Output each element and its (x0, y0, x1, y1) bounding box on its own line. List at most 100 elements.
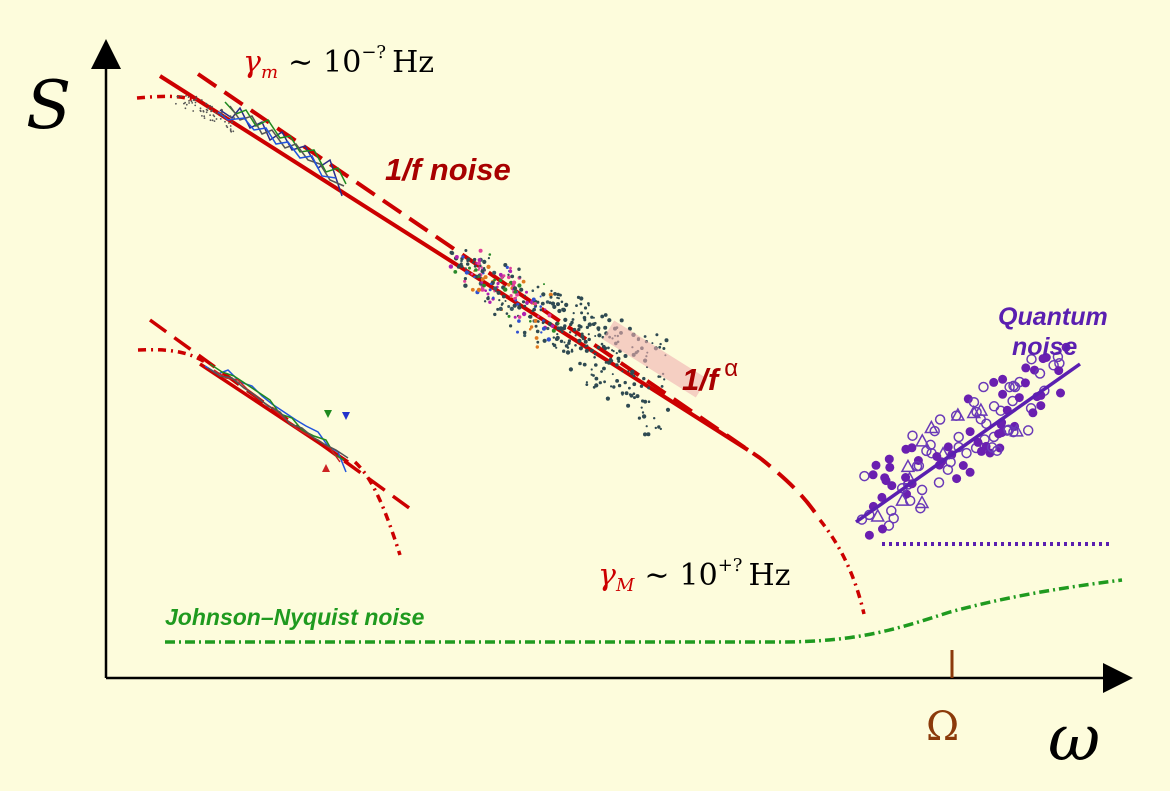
scatter-point (633, 396, 636, 400)
scatter-point (484, 289, 488, 293)
quantum-scatter-point (963, 394, 973, 404)
scatter-point (574, 334, 577, 337)
scatter-point (659, 342, 662, 346)
scatter-point (546, 337, 551, 342)
scatter-point (209, 114, 212, 116)
scatter-point (199, 110, 202, 113)
scatter-point (523, 333, 527, 338)
scatter-point (496, 281, 500, 286)
johnson-nyquist-curve (165, 578, 1123, 644)
scatter-point (184, 101, 187, 104)
scatter-point (185, 95, 187, 97)
scatter-point (473, 275, 476, 279)
scatter-point (226, 126, 229, 129)
scatter-point (534, 336, 539, 340)
omega-tick-label: Ω (926, 704, 959, 750)
scatter-point (550, 301, 556, 306)
scatter-point (187, 96, 190, 98)
scatter-point (192, 99, 195, 101)
scatter-point (533, 302, 537, 306)
scatter-point (177, 96, 180, 98)
scatter-point (663, 378, 666, 381)
scatter-point (556, 333, 559, 336)
scatter-point (481, 279, 484, 282)
scatter-point (529, 320, 532, 323)
scatter-point (552, 304, 557, 309)
gamma-m-exp: −? (361, 42, 386, 63)
one-over-f-noise-label: 1/f noise (385, 152, 511, 187)
quantum-scatter-point (1022, 425, 1034, 436)
scatter-point (509, 266, 512, 270)
scatter-point (509, 294, 513, 298)
quantum-scatter-point (933, 477, 945, 488)
scatter-point (623, 380, 627, 385)
scatter-point (505, 265, 509, 269)
scatter-point (523, 304, 527, 308)
quantum-scatter-point (943, 442, 953, 452)
quantum-scatter-point (887, 481, 897, 491)
scatter-point (507, 273, 510, 276)
scatter-point (543, 283, 545, 286)
scatter-point (461, 255, 465, 259)
scatter-point (555, 346, 558, 349)
scatter-point (541, 292, 546, 297)
scatter-point (556, 296, 559, 299)
quantum-scatter-point (1056, 388, 1065, 398)
quantum-scatter-point (929, 425, 940, 437)
quantum-scatter-point (911, 460, 923, 472)
scatter-point (562, 349, 566, 353)
scatter-point (521, 300, 526, 304)
scatter-point (617, 359, 621, 363)
scatter-point (655, 333, 659, 337)
scatter-point (597, 328, 600, 332)
scatter-point (476, 287, 481, 292)
scatter-point (563, 317, 568, 322)
scatter-point (620, 391, 625, 395)
scatter-point (536, 285, 540, 289)
scatter-point (190, 100, 193, 103)
quantum-scatter-point (950, 410, 962, 422)
scatter-point (603, 380, 606, 384)
scatter-point (463, 279, 467, 283)
scatter-point (568, 367, 574, 372)
scatter-point (230, 116, 232, 118)
quantum-scatter-point (864, 530, 874, 540)
scatter-point (550, 289, 553, 293)
scatter-point (473, 264, 477, 268)
scatter-point (195, 98, 197, 101)
scatter-point (216, 113, 219, 115)
scatter-point (472, 261, 475, 264)
scatter-point (602, 367, 605, 370)
quantum-scatter-point (901, 473, 911, 482)
scatter-point (583, 339, 588, 344)
scatter-point (463, 283, 468, 288)
scatter-point (521, 311, 527, 317)
scatter-point (480, 269, 485, 274)
scatter-point (229, 128, 232, 131)
quantum-scatter-point (945, 456, 956, 468)
scatter-point (228, 122, 230, 124)
gamma-m-label: γm ∼ 10−? Hz (243, 42, 434, 83)
mid-highlight-band (602, 320, 708, 398)
scatter-point (480, 280, 484, 284)
scatter-point (531, 309, 535, 313)
scatter-point (629, 393, 634, 398)
upper-measured-spectra (217, 101, 347, 197)
scatter-point (493, 286, 498, 291)
quantum-scatter-point (914, 494, 930, 509)
scatter-point (600, 342, 604, 346)
scatter-point (626, 403, 631, 408)
quantum-scatter-point (988, 401, 1000, 412)
scatter-point (571, 318, 575, 321)
scatter-point (539, 295, 542, 298)
quantum-scatter-point (888, 513, 899, 524)
quantum-scatter-point (871, 460, 881, 470)
scatter-point (212, 114, 215, 116)
scatter-point (488, 253, 492, 256)
scatter-point (477, 268, 480, 271)
scatter-point (557, 308, 562, 314)
scatter-point (194, 104, 197, 107)
scatter-point (205, 111, 208, 114)
scatter-point (593, 321, 597, 325)
one-over-f-alpha-base: 1/f (682, 362, 721, 397)
